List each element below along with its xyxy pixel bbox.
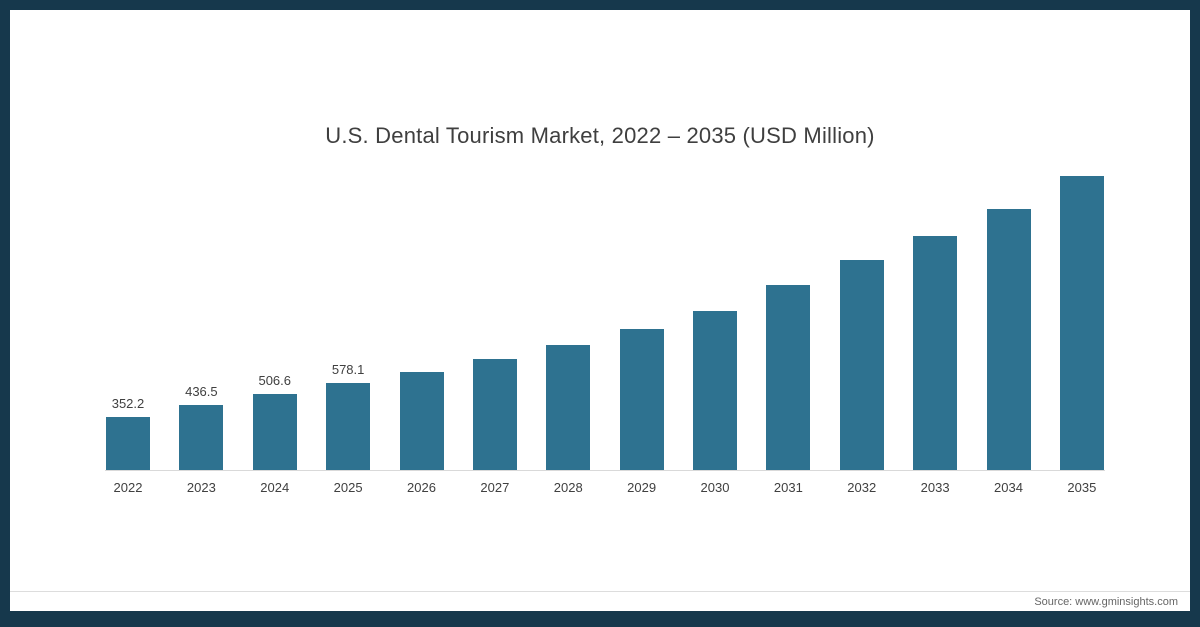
x-tick-label: 2022: [113, 480, 143, 495]
bar: [913, 236, 958, 470]
bar-group: [765, 264, 811, 470]
bar: [326, 383, 371, 470]
x-tick-label: 2030: [700, 480, 730, 495]
bar-value-label: 436.5: [185, 384, 218, 399]
x-tick-label: 2031: [773, 480, 803, 495]
chart-title: U.S. Dental Tourism Market, 2022 – 2035 …: [325, 123, 875, 148]
bar: [693, 311, 737, 470]
x-tick-label: 2032: [847, 480, 877, 495]
bar: [399, 372, 444, 470]
bar-group: 352.2: [105, 396, 151, 470]
bar: [1059, 176, 1104, 470]
bar-group: [545, 324, 591, 470]
bar-group: [912, 215, 958, 470]
bar-group: [839, 239, 885, 470]
bar-value-label: 506.6: [258, 373, 292, 388]
bar: [179, 405, 224, 470]
x-tick-label: 2024: [260, 480, 290, 495]
bar-value-label: 352.2: [111, 396, 145, 411]
bar-plot-area: 352.2 436.5 506.6 578.1: [105, 170, 1105, 471]
bar: [546, 345, 591, 470]
bar: [986, 209, 1031, 470]
x-tick-label: 2026: [407, 480, 436, 495]
source-footer: Source: www.gminsights.com: [10, 591, 1190, 611]
bar-group: [472, 338, 518, 470]
x-tick-label: 2035: [1067, 480, 1097, 495]
bar: [766, 285, 811, 470]
bar-group: [986, 188, 1032, 470]
x-tick-label: 2034: [994, 480, 1023, 495]
bar-group: [1059, 155, 1105, 470]
bar: [839, 260, 884, 470]
x-tick-label: 2033: [920, 480, 950, 495]
bar-group: 506.6: [252, 373, 298, 470]
bar: [106, 417, 150, 470]
x-tick-label: 2029: [627, 480, 657, 495]
bar-chart: 352.2 436.5 506.6 578.1 2022 2023 2024 2025 202…: [105, 170, 1105, 495]
bar-group: 578.1: [325, 362, 371, 470]
source-credit: Source: www.gminsights.com: [1034, 596, 1178, 608]
x-tick-label: 2025: [333, 480, 363, 495]
bar-group: [692, 290, 738, 470]
bar-group: 436.5: [178, 384, 224, 470]
bar-value-label: 578.1: [331, 362, 365, 377]
x-tick-label: 2028: [553, 480, 583, 495]
bar: [472, 359, 517, 470]
bar-group: [619, 308, 665, 470]
x-axis: 2022 2023 2024 2025 2026 2027 2028 2029 2030 2031…: [105, 480, 1105, 495]
x-tick-label: 2023: [186, 480, 216, 495]
bar: [252, 394, 297, 470]
x-tick-label: 2027: [480, 480, 510, 495]
bar: [619, 329, 664, 470]
bar-group: [399, 351, 445, 470]
